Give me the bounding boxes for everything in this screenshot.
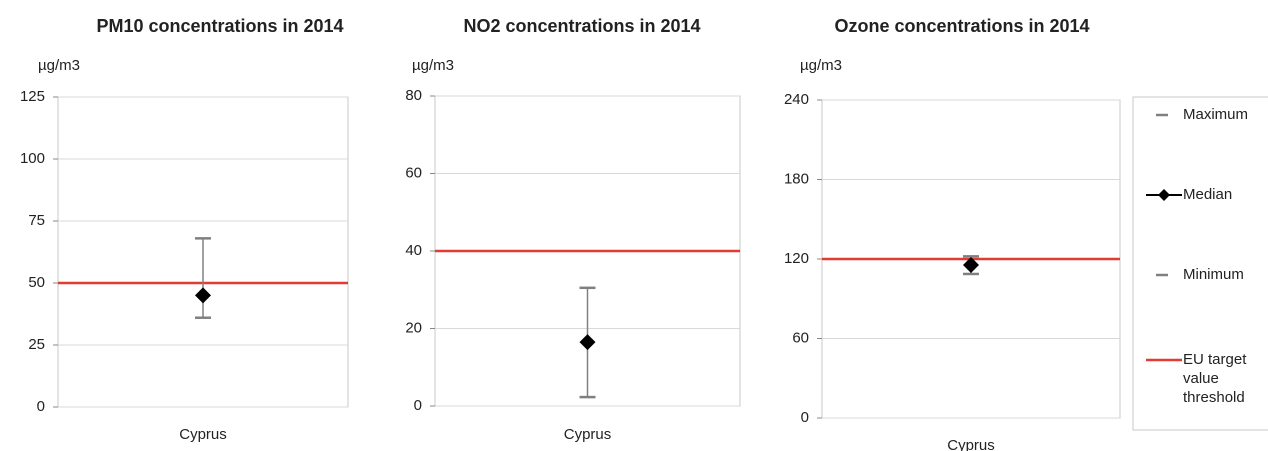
median-marker xyxy=(579,334,596,351)
legend-entry: Maximum xyxy=(1183,106,1249,123)
y-tick-label: 80 xyxy=(405,87,422,104)
chart-title: Ozone concentrations in 2014 xyxy=(834,16,1089,36)
legend-box xyxy=(1132,96,1268,431)
legend-label: Median xyxy=(1183,186,1233,203)
x-tick-label: Cyprus xyxy=(564,426,612,443)
y-tick-label: 50 xyxy=(28,274,45,291)
y-tick-label: 40 xyxy=(405,242,422,259)
legend-entry: Median xyxy=(1183,186,1233,203)
y-tick-label: 120 xyxy=(784,250,809,267)
y-axis-label: µg/m3 xyxy=(38,57,80,74)
x-tick-label: Cyprus xyxy=(947,437,995,451)
y-tick-label: 0 xyxy=(37,398,45,415)
legend-marker xyxy=(1158,189,1170,201)
median-marker xyxy=(963,256,979,273)
y-axis-label: µg/m3 xyxy=(412,57,454,74)
y-tick-label: 60 xyxy=(792,329,809,346)
legend-label: Minimum xyxy=(1183,266,1244,283)
y-tick-label: 125 xyxy=(20,88,45,105)
legend-label: EU target value threshold xyxy=(1183,351,1247,406)
legend-label: Maximum xyxy=(1183,106,1249,123)
y-tick-label: 240 xyxy=(784,91,809,108)
y-tick-label: 100 xyxy=(20,150,45,167)
median-marker xyxy=(195,287,211,304)
legend-entry: EU target value threshold xyxy=(1183,351,1247,406)
y-tick-label: 180 xyxy=(784,170,809,187)
x-tick-label: Cyprus xyxy=(179,426,227,443)
chart-title: PM10 concentrations in 2014 xyxy=(96,16,343,36)
y-axis-label: µg/m3 xyxy=(800,57,842,74)
y-tick-label: 25 xyxy=(28,336,45,353)
chart-title: NO2 concentrations in 2014 xyxy=(463,16,700,36)
y-tick-label: 0 xyxy=(414,397,422,414)
y-tick-label: 75 xyxy=(28,212,45,229)
y-tick-label: 60 xyxy=(405,164,422,181)
y-tick-label: 0 xyxy=(801,409,809,426)
y-tick-label: 20 xyxy=(405,319,422,336)
legend-entry: Minimum xyxy=(1183,266,1244,283)
